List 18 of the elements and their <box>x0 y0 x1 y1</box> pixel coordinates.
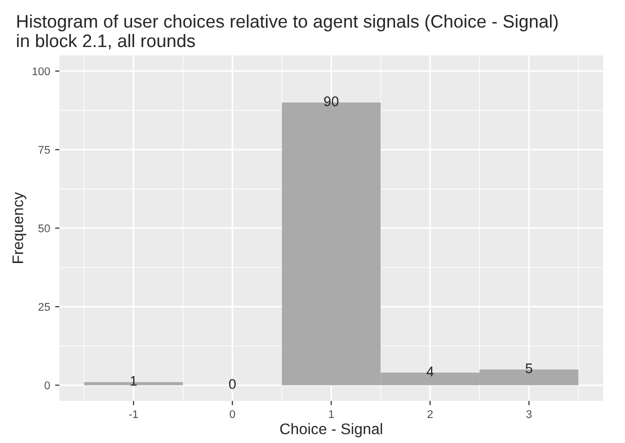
y-tick-label: 0 <box>44 381 50 390</box>
y-tick-label: 50 <box>38 224 50 232</box>
x-tick-label: 0 <box>230 410 236 418</box>
data-label: 0 <box>229 379 236 389</box>
y-tick-label: 75 <box>38 146 50 154</box>
chart-title: Histogram of user choices relative to agent signals (Choice - Signal) in block 2.1, all rounds <box>17 14 558 50</box>
x-axis-title: Choice - Signal <box>280 423 382 438</box>
data-label: 5 <box>526 364 532 374</box>
x-tick-label: -1 <box>129 410 138 418</box>
x-tick-label: 2 <box>428 410 433 418</box>
data-label: 90 <box>324 96 338 106</box>
data-label: 1 <box>130 376 137 386</box>
x-tick-label: 3 <box>526 410 532 418</box>
data-label: 4 <box>426 366 434 376</box>
y-axis-title: Frequency <box>12 192 26 263</box>
x-tick-label: 1 <box>329 410 334 418</box>
y-tick-label: 25 <box>38 302 50 311</box>
y-tick-label: 100 <box>32 67 50 76</box>
